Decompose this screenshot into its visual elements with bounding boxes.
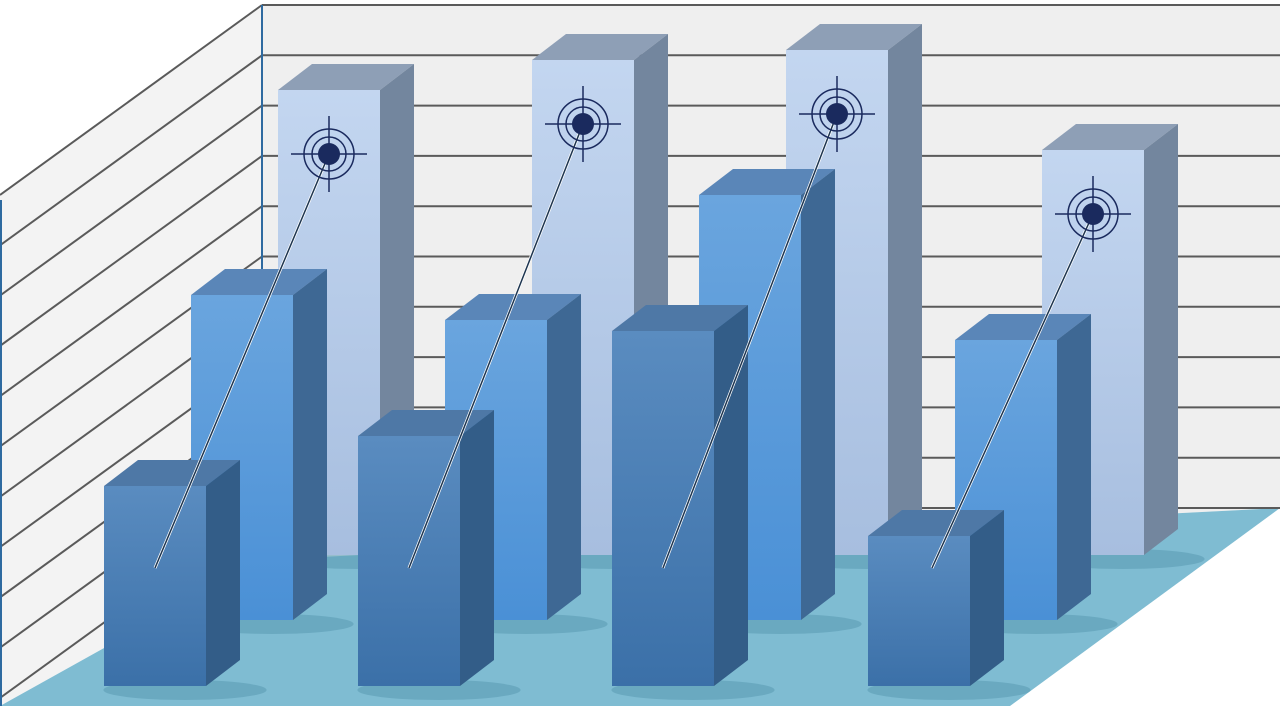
- target-line: [662, 113, 838, 569]
- bar-side-face: [547, 294, 581, 620]
- gridline-left: [0, 205, 263, 398]
- target-line: [408, 123, 584, 569]
- bar-side-face: [460, 410, 494, 686]
- gridline-left: [0, 4, 263, 196]
- bar-top-face: [191, 269, 327, 295]
- bar-front-4: [868, 536, 970, 686]
- bar-top-face: [786, 24, 922, 50]
- bar-top-face: [699, 169, 835, 195]
- bar-top-face: [1042, 124, 1178, 150]
- bar-top-face: [612, 305, 748, 331]
- bar-top-face: [278, 64, 414, 90]
- bar-side-face: [293, 269, 327, 620]
- bar-front-3: [612, 331, 714, 686]
- bar-top-face: [955, 314, 1091, 340]
- bar-top-face: [532, 34, 668, 60]
- bar-top-face: [104, 460, 240, 486]
- bar-side-face: [714, 305, 748, 686]
- gridline-left: [0, 54, 263, 247]
- bar-front-1: [104, 486, 206, 686]
- target-line: [154, 153, 330, 569]
- gridline-left: [0, 104, 263, 297]
- bar-top-face: [445, 294, 581, 320]
- gridline-left: [0, 155, 263, 347]
- bar-top-face: [358, 410, 494, 436]
- bar-side-face: [1057, 314, 1091, 620]
- bar-side-face: [888, 24, 922, 555]
- bars: [103, 24, 1205, 700]
- bar-side-face: [801, 169, 835, 620]
- target-line: [931, 213, 1094, 569]
- bar-side-face: [970, 510, 1004, 686]
- bar-side-face: [1144, 124, 1178, 555]
- bar-top-face: [868, 510, 1004, 536]
- bar-side-face: [206, 460, 240, 686]
